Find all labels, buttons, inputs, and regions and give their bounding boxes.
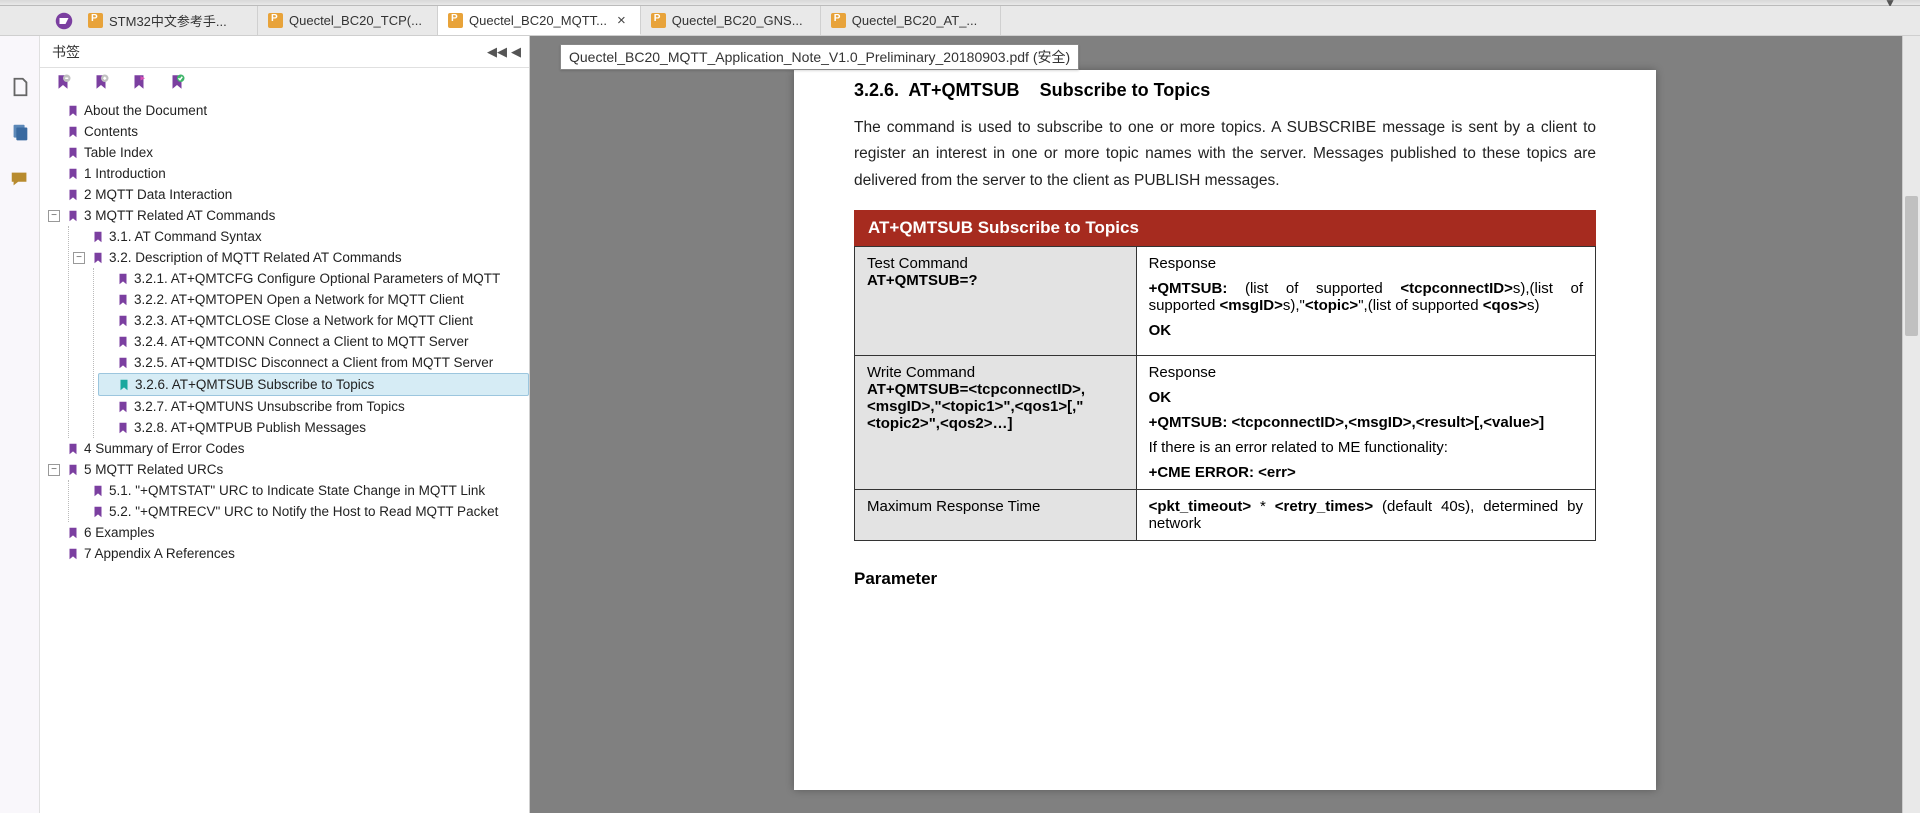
bookmark-item[interactable]: 3.2.8. AT+QMTPUB Publish Messages <box>98 417 529 438</box>
bookmark-label: 6 Examples <box>84 522 155 543</box>
bookmark-label: Contents <box>84 121 138 142</box>
app-icon <box>50 6 78 35</box>
close-icon[interactable]: × <box>613 12 630 29</box>
pdf-icon <box>448 13 463 28</box>
at-command-table: Test Command AT+QMTSUB=? Response +QMTSU… <box>854 246 1596 541</box>
document-tab[interactable]: Quectel_BC20_MQTT... × <box>438 6 641 35</box>
bookmark-label: 3 MQTT Related AT Commands <box>84 205 275 226</box>
tab-label: STM32中文参考手... <box>109 11 227 30</box>
bookmark-label: 7 Appendix A References <box>84 543 235 564</box>
bookmarks-title: 书签 <box>52 42 80 62</box>
write-response-cell: Response OK +QMTSUB: <tcpconnectID>,<msg… <box>1136 356 1595 490</box>
section-heading: 3.2.6. AT+QMTSUB Subscribe to Topics <box>854 80 1596 101</box>
bookmark-label: About the Document <box>84 100 207 121</box>
tree-twisty-icon[interactable]: − <box>73 252 85 264</box>
left-tool-rail <box>0 36 40 813</box>
pdf-icon <box>268 13 283 28</box>
document-tab[interactable]: Quectel_BC20_TCP(... <box>258 6 438 35</box>
bookmark-item[interactable]: 3.2.7. AT+QMTUNS Unsubscribe from Topics <box>98 396 529 417</box>
section-description: The command is used to subscribe to one … <box>854 115 1596 194</box>
max-response-label: Maximum Response Time <box>855 490 1137 541</box>
pdf-icon <box>651 13 666 28</box>
bookmark-flag-icon[interactable] <box>130 73 150 93</box>
bookmark-item[interactable]: 5.1. "+QMTSTAT" URC to Indicate State Ch… <box>73 480 529 501</box>
pdf-icon <box>88 13 103 28</box>
bookmark-item[interactable]: 4 Summary of Error Codes <box>48 438 529 459</box>
bookmark-label: 3.2. Description of MQTT Related AT Comm… <box>109 247 402 268</box>
pdf-icon <box>831 13 846 28</box>
bookmark-item[interactable]: Contents <box>48 121 529 142</box>
page-icon[interactable] <box>9 76 31 98</box>
tree-twisty-icon[interactable]: − <box>48 210 60 222</box>
scrollbar-thumb[interactable] <box>1905 196 1918 336</box>
bookmark-label: 3.2.8. AT+QMTPUB Publish Messages <box>134 417 366 438</box>
parameter-heading: Parameter <box>854 569 1596 589</box>
next-icon[interactable]: ◀ <box>511 44 521 60</box>
bookmark-item[interactable]: 7 Appendix A References <box>48 543 529 564</box>
test-response-cell: Response +QMTSUB: (list of supported <tc… <box>1136 247 1595 356</box>
comment-icon[interactable] <box>9 168 31 190</box>
bookmark-label: 3.2.2. AT+QMTOPEN Open a Network for MQT… <box>134 289 464 310</box>
tab-label: Quectel_BC20_TCP(... <box>289 13 422 28</box>
bookmark-toolbar <box>40 68 529 98</box>
bookmark-item[interactable]: − 5 MQTT Related URCs <box>48 459 529 480</box>
bookmark-check-icon[interactable] <box>168 73 188 93</box>
bookmark-label: 3.2.4. AT+QMTCONN Connect a Client to MQ… <box>134 331 468 352</box>
document-viewport: Quectel_BC20_MQTT_Application_Note_V1.0_… <box>530 36 1920 813</box>
prev-icon[interactable]: ◀◀ <box>487 44 507 60</box>
bookmark-label: 3.2.3. AT+QMTCLOSE Close a Network for M… <box>134 310 473 331</box>
max-response-value: <pkt_timeout> * <retry_times> (default 4… <box>1136 490 1595 541</box>
bookmark-label: 3.1. AT Command Syntax <box>109 226 262 247</box>
bookmark-label: 3.2.1. AT+QMTCFG Configure Optional Para… <box>134 268 500 289</box>
tab-label: Quectel_BC20_AT_... <box>852 13 978 28</box>
bookmark-item[interactable]: − 3.2. Description of MQTT Related AT Com… <box>73 247 529 268</box>
bookmark-item[interactable]: 1 Introduction <box>48 163 529 184</box>
bookmark-item[interactable]: 5.2. "+QMTRECV" URC to Notify the Host t… <box>73 501 529 522</box>
vertical-scrollbar[interactable] <box>1902 36 1920 813</box>
copy-icon[interactable] <box>9 122 31 144</box>
bookmark-label: 5.2. "+QMTRECV" URC to Notify the Host t… <box>109 501 498 522</box>
command-table-header: AT+QMTSUB Subscribe to Topics <box>854 210 1596 246</box>
bookmark-item[interactable]: 3.2.5. AT+QMTDISC Disconnect a Client fr… <box>98 352 529 373</box>
bookmark-label: 5.1. "+QMTSTAT" URC to Indicate State Ch… <box>109 480 485 501</box>
document-tab[interactable]: Quectel_BC20_AT_... <box>821 6 1001 35</box>
bookmark-item[interactable]: 3.2.3. AT+QMTCLOSE Close a Network for M… <box>98 310 529 331</box>
bookmark-item[interactable]: 3.1. AT Command Syntax <box>73 226 529 247</box>
bookmarks-panel: 书签 ◀◀ ◀ About the DocumentContentsTable … <box>40 36 530 813</box>
document-tab[interactable]: Quectel_BC20_GNS... <box>641 6 821 35</box>
bookmark-item[interactable]: 6 Examples <box>48 522 529 543</box>
pdf-page: 3.2.6. AT+QMTSUB Subscribe to Topics The… <box>794 70 1656 790</box>
write-command-cell: Write Command AT+QMTSUB=<tcpconnectID>,<… <box>855 356 1137 490</box>
bookmark-tree: About the DocumentContentsTable Index1 I… <box>40 98 529 813</box>
bookmark-label: 1 Introduction <box>84 163 166 184</box>
bookmark-item[interactable]: Table Index <box>48 142 529 163</box>
bookmark-item[interactable]: 3.2.4. AT+QMTCONN Connect a Client to MQ… <box>98 331 529 352</box>
file-tooltip: Quectel_BC20_MQTT_Application_Note_V1.0_… <box>560 44 1079 70</box>
bookmark-label: 3.2.7. AT+QMTUNS Unsubscribe from Topics <box>134 396 405 417</box>
tab-label: Quectel_BC20_GNS... <box>672 13 803 28</box>
bookmark-item[interactable]: 2 MQTT Data Interaction <box>48 184 529 205</box>
bookmark-label: Table Index <box>84 142 153 163</box>
tab-label: Quectel_BC20_MQTT... <box>469 13 607 28</box>
test-command-cell: Test Command AT+QMTSUB=? <box>855 247 1137 356</box>
bookmark-item[interactable]: 3.2.1. AT+QMTCFG Configure Optional Para… <box>98 268 529 289</box>
bookmark-item[interactable]: − 3 MQTT Related AT Commands <box>48 205 529 226</box>
document-tab[interactable]: STM32中文参考手... <box>78 6 258 35</box>
bookmark-item[interactable]: 3.2.6. AT+QMTSUB Subscribe to Topics <box>98 373 529 396</box>
bookmark-label: 5 MQTT Related URCs <box>84 459 223 480</box>
tab-strip: STM32中文参考手... Quectel_BC20_TCP(... Quectel… <box>0 6 1920 36</box>
bookmark-label: 2 MQTT Data Interaction <box>84 184 232 205</box>
bookmarks-header: 书签 ◀◀ ◀ <box>40 36 529 68</box>
bookmark-label: 3.2.5. AT+QMTDISC Disconnect a Client fr… <box>134 352 493 373</box>
bookmark-add-icon[interactable] <box>92 73 112 93</box>
bookmark-remove-icon[interactable] <box>54 73 74 93</box>
bookmark-label: 3.2.6. AT+QMTSUB Subscribe to Topics <box>135 374 374 395</box>
bookmark-item[interactable]: About the Document <box>48 100 529 121</box>
bookmark-item[interactable]: 3.2.2. AT+QMTOPEN Open a Network for MQT… <box>98 289 529 310</box>
bookmark-label: 4 Summary of Error Codes <box>84 438 245 459</box>
tree-twisty-icon[interactable]: − <box>48 464 60 476</box>
